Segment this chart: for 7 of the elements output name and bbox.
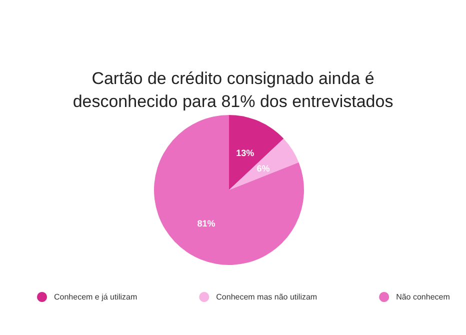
data-label: 6% [256,163,270,174]
data-label: 13% [236,148,254,158]
legend-label: Conhecem mas não utilizam [216,292,318,302]
legend-label: Não conhecem [396,292,450,302]
data-label: 81% [197,218,216,228]
chart-title: Cartão de crédito consignado ainda é desconhecido para 81% dos entrevistados [72,69,394,111]
legend-label: Conhecem e já utilizam [54,292,138,302]
